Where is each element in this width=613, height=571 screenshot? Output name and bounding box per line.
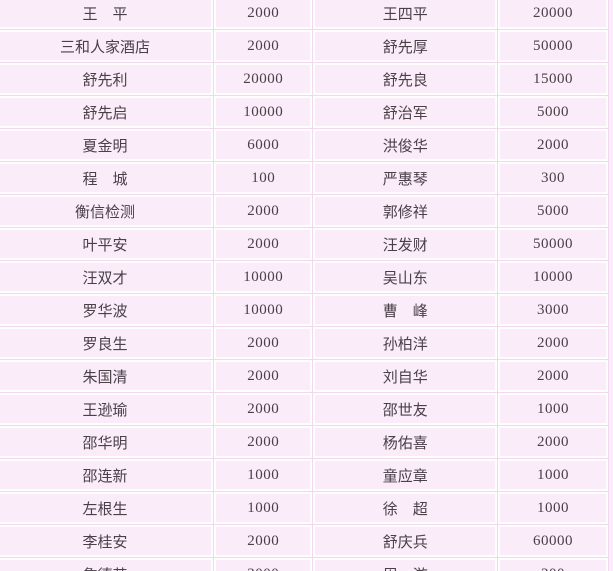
donation-amount-cell: 50000 (498, 228, 608, 260)
donor-name-cell: 三和人家酒店 (0, 30, 214, 62)
donation-amount-cell: 20000 (498, 0, 608, 29)
donation-amount-cell: 2000 (214, 228, 313, 260)
table-row: 詹德英 2000 周 游 200 (0, 558, 608, 571)
donation-amount-cell: 2000 (214, 360, 313, 392)
table-row: 三和人家酒店 2000 舒先厚 50000 (0, 30, 608, 62)
donor-name-cell: 王 平 (0, 0, 214, 29)
donation-amount-cell: 5000 (498, 195, 608, 227)
donation-amount-cell: 1000 (498, 459, 608, 491)
donation-amount-cell: 60000 (498, 525, 608, 557)
donor-name-cell: 王逊瑜 (0, 393, 214, 425)
donor-name-cell: 舒先利 (0, 63, 214, 95)
donation-amount-cell: 2000 (498, 129, 608, 161)
donor-name-cell: 舒庆兵 (313, 525, 498, 557)
donor-name-cell: 王四平 (313, 0, 498, 29)
donor-name-cell: 孙柏洋 (313, 327, 498, 359)
donor-name-cell: 夏金明 (0, 129, 214, 161)
donor-name-cell: 邵连新 (0, 459, 214, 491)
donation-amount-cell: 1000 (498, 492, 608, 524)
donation-amount-cell: 1000 (498, 393, 608, 425)
donor-name-cell: 曹 峰 (313, 294, 498, 326)
donation-amount-cell: 5000 (498, 96, 608, 128)
donor-name-cell: 吴山东 (313, 261, 498, 293)
table-row: 左根生 1000 徐 超 1000 (0, 492, 608, 524)
donation-amount-cell: 3000 (498, 294, 608, 326)
donation-amount-cell: 1000 (214, 459, 313, 491)
donation-amount-cell: 200 (498, 558, 608, 571)
donation-amount-cell: 2000 (498, 360, 608, 392)
donor-name-cell: 詹德英 (0, 558, 214, 571)
donation-amount-cell: 15000 (498, 63, 608, 95)
donor-name-cell: 邵华明 (0, 426, 214, 458)
table-row: 汪双才 10000 吴山东 10000 (0, 261, 608, 293)
donor-name-cell: 罗华波 (0, 294, 214, 326)
donor-name-cell: 衡信检测 (0, 195, 214, 227)
donation-amount-cell: 10000 (214, 261, 313, 293)
donation-amount-cell: 2000 (214, 327, 313, 359)
table-row: 衡信检测 2000 郭修祥 5000 (0, 195, 608, 227)
donor-name-cell: 杨佑喜 (313, 426, 498, 458)
donor-name-cell: 叶平安 (0, 228, 214, 260)
donor-name-cell: 严惠琴 (313, 162, 498, 194)
donation-amount-cell: 2000 (498, 327, 608, 359)
donation-amount-cell: 10000 (214, 294, 313, 326)
donor-name-cell: 周 游 (313, 558, 498, 571)
table-row: 程 城 100 严惠琴 300 (0, 162, 608, 194)
donation-amount-cell: 20000 (214, 63, 313, 95)
donor-name-cell: 程 城 (0, 162, 214, 194)
donation-amount-cell: 1000 (214, 492, 313, 524)
table-row: 叶平安 2000 汪发财 50000 (0, 228, 608, 260)
donation-amount-cell: 2000 (214, 30, 313, 62)
donation-amount-cell: 10000 (498, 261, 608, 293)
donor-name-cell: 朱国清 (0, 360, 214, 392)
table-row: 邵连新 1000 童应章 1000 (0, 459, 608, 491)
donation-amount-cell: 2000 (214, 195, 313, 227)
donor-name-cell: 罗良生 (0, 327, 214, 359)
table-row: 舒先利 20000 舒先良 15000 (0, 63, 608, 95)
donation-amount-cell: 100 (214, 162, 313, 194)
table-row: 罗良生 2000 孙柏洋 2000 (0, 327, 608, 359)
donation-amount-cell: 2000 (498, 426, 608, 458)
table-row: 李桂安 2000 舒庆兵 60000 (0, 525, 608, 557)
donor-name-cell: 李桂安 (0, 525, 214, 557)
donor-name-cell: 舒先良 (313, 63, 498, 95)
donation-amount-cell: 2000 (214, 426, 313, 458)
donor-name-cell: 邵世友 (313, 393, 498, 425)
table-row: 邵华明 2000 杨佑喜 2000 (0, 426, 608, 458)
donor-name-cell: 汪发财 (313, 228, 498, 260)
donation-amount-cell: 2000 (214, 393, 313, 425)
donor-name-cell: 童应章 (313, 459, 498, 491)
donor-name-cell: 汪双才 (0, 261, 214, 293)
table-row: 夏金明 6000 洪俊华 2000 (0, 129, 608, 161)
table-row: 舒先启 10000 舒治军 5000 (0, 96, 608, 128)
donation-amount-cell: 2000 (214, 525, 313, 557)
donor-name-cell: 郭修祥 (313, 195, 498, 227)
donor-name-cell: 左根生 (0, 492, 214, 524)
table-row: 朱国清 2000 刘自华 2000 (0, 360, 608, 392)
donor-name-cell: 刘自华 (313, 360, 498, 392)
donation-amount-cell: 6000 (214, 129, 313, 161)
donor-name-cell: 舒先启 (0, 96, 214, 128)
donation-amount-cell: 2000 (214, 0, 313, 29)
donor-name-cell: 徐 超 (313, 492, 498, 524)
donation-amount-cell: 2000 (214, 558, 313, 571)
donor-name-cell: 洪俊华 (313, 129, 498, 161)
table-row: 王逊瑜 2000 邵世友 1000 (0, 393, 608, 425)
donation-amount-cell: 10000 (214, 96, 313, 128)
table-row: 王 平 2000 王四平 20000 (0, 0, 608, 29)
donor-name-cell: 舒治军 (313, 96, 498, 128)
donation-amount-cell: 300 (498, 162, 608, 194)
donor-name-cell: 舒先厚 (313, 30, 498, 62)
table-row: 罗华波 10000 曹 峰 3000 (0, 294, 608, 326)
donation-amount-cell: 50000 (498, 30, 608, 62)
